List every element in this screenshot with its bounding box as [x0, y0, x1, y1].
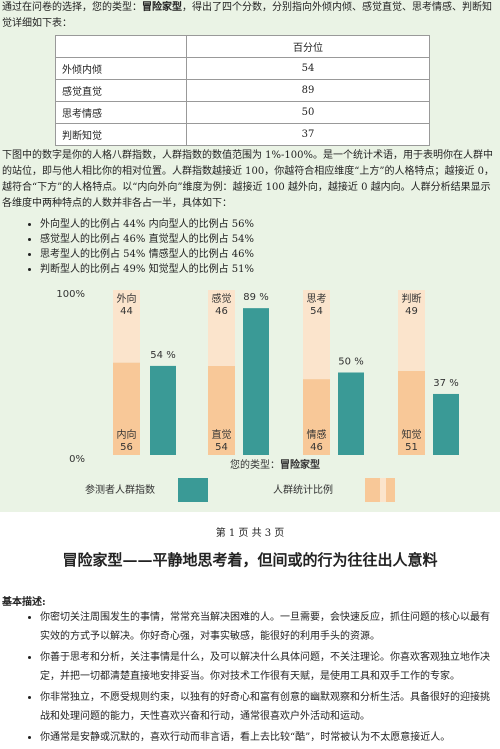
text: ，得出了四个分数，分别指向外倾内倾、感觉直觉、思考情感、判断知觉详细如下表：: [2, 2, 492, 29]
upper-value: 54: [310, 306, 323, 317]
lower-value: 54: [215, 442, 228, 453]
header: 百分位: [186, 35, 430, 58]
lower-label: 情感: [307, 428, 327, 441]
legend-swatch: [380, 478, 386, 502]
intro: 通过在问卷的选择，您的类型：冒险家型，得出了四个分数，分别指向外倾内倾、感觉直觉…: [2, 0, 496, 32]
x-axis-label: 您的类型：冒险家型: [230, 458, 320, 471]
text: 通过在问卷的选择，您的类型：: [2, 2, 142, 13]
population-upper: [303, 290, 330, 380]
cell: 判断知觉: [55, 123, 187, 146]
text: 您的类型：: [230, 458, 280, 471]
cell: [55, 35, 187, 58]
population-lower: [208, 365, 235, 455]
upper-label: 感觉: [212, 292, 232, 305]
heading: 冒险家型——平静地思考着，但间或的行为往往出人意料: [62, 551, 438, 569]
legend-swatch: [178, 478, 208, 502]
page: {"intro": ["通过在问卷的选择，您的类型：", "冒险家型", "，得…: [0, 0, 500, 732]
page-footer: 第 1 页 共 3 页: [215, 528, 285, 539]
value-label: 37 %: [433, 378, 458, 389]
value-label: 54 %: [150, 350, 175, 361]
upper-value: 49: [405, 306, 418, 317]
bar: [150, 365, 176, 455]
y-tick-label: 0%: [69, 454, 85, 465]
cell: 50: [186, 101, 430, 124]
bullet: 思考型人的比例占 54% 情感型人的比例占 46%: [40, 247, 500, 262]
lower-label: 内向: [117, 428, 137, 441]
upper-label: 外向: [117, 292, 137, 305]
bullet: 你通常是安静或沉默的，喜欢行动而非言语，看上去比较“酷”，时常被认为不太愿意接近…: [40, 728, 496, 747]
type-name: 冒险家型: [280, 458, 320, 471]
type-name: 冒险家型: [142, 2, 182, 13]
bar: [338, 372, 364, 455]
upper-label: 判断: [402, 292, 422, 305]
legend-label: 人群统计比例: [273, 483, 333, 496]
bullet: 外向型人的比例占 44% 内向型人的比例占 56%: [40, 217, 500, 232]
bullet: 你善于思考和分析，关注事情是什么，及可以解决什么具体问题，不关注理论。你喜欢客观…: [40, 648, 496, 686]
y-tick-label: 100%: [56, 289, 85, 300]
bullet: 你密切关注周围发生的事情，常常充当解决困难的人。一旦需要，会快速反应，抓住问题的…: [40, 608, 496, 646]
bullet-list: 你密切关注周围发生的事情，常常充当解决困难的人。一旦需要，会快速反应，抓住问题的…: [2, 608, 496, 747]
cell: 外倾内倾: [55, 57, 187, 80]
population-lower: [398, 370, 425, 455]
upper-label: 思考: [307, 293, 327, 305]
population-upper: [208, 290, 235, 366]
value-label: 50 %: [338, 357, 363, 368]
chart: 100%0%外向44内向56感觉46直觉54思考54情感46判断49知觉5154…: [56, 289, 459, 502]
upper-value: 44: [120, 306, 133, 317]
score-table: 百分位 外倾内倾 54 感觉直觉 89 思考情感 50 判断知觉 37: [55, 35, 430, 146]
bullet: 判断型人的比例占 49% 知觉型人的比例占 51%: [40, 262, 500, 277]
upper-value: 46: [215, 306, 228, 317]
bullet: 你非常独立，不愿受规则约束，以独有的好奇心和富有创意的幽默观察和分析生活。具备很…: [40, 688, 496, 726]
lower-label: 直觉: [212, 428, 232, 441]
cell: 37: [186, 123, 430, 146]
bullet-list: 外向型人的比例占 44% 内向型人的比例占 56% 感觉型人的比例占 46% 直…: [2, 217, 500, 277]
bullet: 感觉型人的比例占 46% 直觉型人的比例占 54%: [40, 232, 500, 247]
bar: [243, 308, 269, 455]
legend-label: 参测者人群指数: [85, 483, 155, 496]
value-label: 89 %: [243, 292, 268, 303]
lower-value: 46: [310, 442, 323, 453]
section: 基本描述: 你密切关注周围发生的事情，常常充当解决困难的人。一旦需要，会快速反应…: [2, 593, 496, 749]
section-title: 基本描述:: [2, 597, 46, 608]
paragraph: 下图中的数字是你的人格八群指数，人群指数的数值范围为 1%-100%。是一个统计…: [2, 150, 495, 209]
lower-label: 知觉: [402, 428, 422, 441]
bar: [433, 393, 459, 455]
cell: 思考情感: [55, 101, 187, 124]
population-lower: [113, 362, 140, 455]
population-lower: [303, 379, 330, 455]
cell: 54: [186, 57, 430, 80]
lower-value: 56: [120, 442, 133, 453]
lower-value: 51: [405, 442, 418, 453]
cell: 89: [186, 79, 430, 102]
population-upper: [398, 290, 425, 371]
cell: 感觉直觉: [55, 79, 187, 102]
population-upper: [113, 290, 140, 363]
